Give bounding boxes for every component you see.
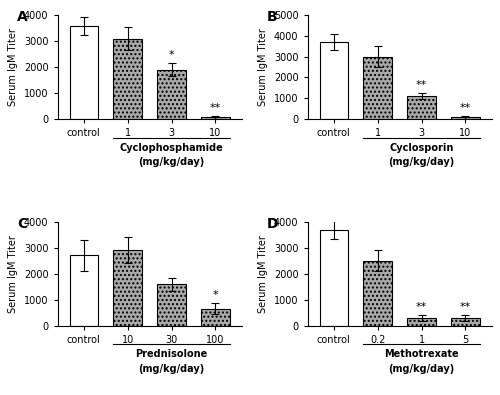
Text: C: C — [17, 216, 28, 231]
Bar — [114, 250, 142, 325]
Bar — [320, 42, 348, 119]
Bar — [451, 318, 480, 325]
Y-axis label: Serum IgM Titer: Serum IgM Titer — [258, 235, 268, 312]
Text: A: A — [17, 10, 28, 24]
Text: (mg/kg/day): (mg/kg/day) — [388, 364, 454, 374]
Bar — [320, 229, 348, 325]
Text: **: ** — [460, 302, 471, 312]
Bar — [408, 318, 436, 325]
Text: (mg/kg/day): (mg/kg/day) — [388, 157, 454, 167]
Bar — [364, 261, 392, 325]
Text: **: ** — [210, 103, 221, 113]
Text: Prednisolone: Prednisolone — [136, 349, 208, 359]
Bar — [114, 39, 142, 119]
Bar — [70, 26, 98, 119]
Text: *: * — [168, 50, 174, 60]
Text: (mg/kg/day): (mg/kg/day) — [138, 364, 204, 374]
Bar — [158, 284, 186, 325]
Text: **: ** — [416, 302, 427, 312]
Bar — [201, 308, 230, 325]
Bar — [201, 117, 230, 119]
Text: B: B — [267, 10, 278, 24]
Bar — [364, 57, 392, 119]
Text: *: * — [212, 290, 218, 300]
Bar — [451, 117, 480, 119]
Bar — [408, 96, 436, 119]
Bar — [158, 70, 186, 119]
Text: **: ** — [460, 103, 471, 113]
Bar — [70, 256, 98, 325]
Text: **: ** — [416, 80, 427, 90]
Text: (mg/kg/day): (mg/kg/day) — [138, 157, 204, 167]
Y-axis label: Serum IgM Titer: Serum IgM Titer — [258, 28, 268, 106]
Text: D: D — [267, 216, 278, 231]
Y-axis label: Serum IgM Titer: Serum IgM Titer — [8, 28, 18, 106]
Text: Cyclosporin: Cyclosporin — [390, 143, 454, 153]
Y-axis label: Serum IgM Titer: Serum IgM Titer — [8, 235, 18, 312]
Text: Cyclophosphamide: Cyclophosphamide — [120, 143, 224, 153]
Text: Methotrexate: Methotrexate — [384, 349, 459, 359]
